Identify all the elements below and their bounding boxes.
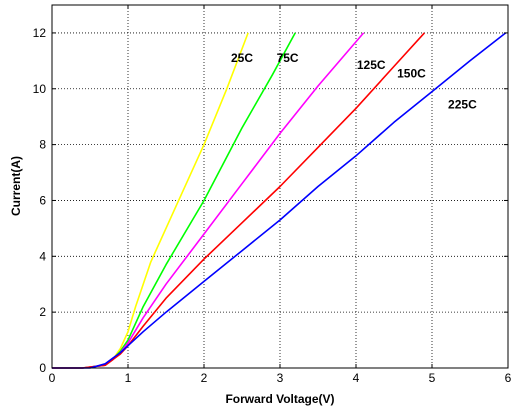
y-tick-label: 8 (39, 138, 46, 152)
y-tick-label: 2 (39, 305, 46, 319)
series-group (52, 32, 507, 369)
x-tick-label: 0 (49, 371, 56, 385)
x-tick-label: 1 (125, 371, 132, 385)
x-axis-title: Forward Voltage(V) (225, 392, 334, 406)
x-tick-label: 2 (201, 371, 208, 385)
x-tick-label: 5 (429, 371, 436, 385)
series-label-125c: 125C (357, 58, 386, 72)
y-tick-label: 12 (33, 26, 47, 40)
series-label-150c: 150C (397, 67, 426, 81)
y-tick-label: 4 (39, 249, 46, 263)
series-label-225c: 225C (448, 97, 477, 111)
y-tick-label: 0 (39, 361, 46, 375)
y-tick-label: 10 (33, 82, 47, 96)
series-line-225c (52, 32, 507, 369)
series-line-150c (52, 32, 425, 369)
y-axis-title: Current(A) (9, 156, 23, 216)
series-label-25c: 25C (231, 51, 253, 65)
y-tick-label: 6 (39, 193, 46, 207)
x-tick-label: 3 (277, 371, 284, 385)
series-label-75c: 75C (277, 51, 299, 65)
x-tick-label: 4 (353, 371, 360, 385)
x-tick-label: 6 (505, 371, 511, 385)
series-labels: 25C 75C 125C 150C 225C (231, 51, 477, 111)
grid (52, 5, 508, 368)
